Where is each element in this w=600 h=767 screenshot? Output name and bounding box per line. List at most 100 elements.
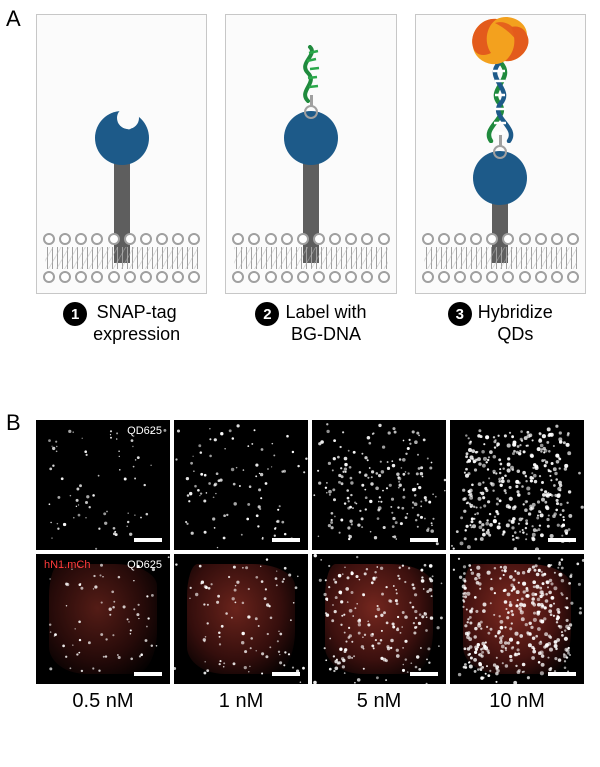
- lipid-row-bot: [232, 271, 389, 283]
- lipid-head-icon: [281, 233, 293, 245]
- lipid-head-icon: [75, 233, 87, 245]
- lipid-head-icon: [156, 233, 168, 245]
- step-2: 2 Label withBG-DNA: [225, 14, 396, 374]
- lipid-head-icon: [248, 271, 260, 283]
- conc-label: 1 nM: [174, 690, 308, 713]
- lipid-head-icon: [551, 271, 563, 283]
- step-3-text: HybridizeQDs: [478, 302, 553, 345]
- lipid-head-icon: [486, 233, 498, 245]
- lipid-head-icon: [535, 233, 547, 245]
- lipid-head-icon: [124, 271, 136, 283]
- merge-channel-cell: [174, 554, 308, 684]
- channel-label-qd: QD625: [125, 558, 164, 572]
- membrane: [232, 233, 389, 285]
- lipid-head-icon: [438, 233, 450, 245]
- scale-bar: [548, 672, 576, 676]
- lipid-tails: [45, 247, 198, 269]
- step-2-text: Label withBG-DNA: [285, 302, 366, 345]
- panel-b: QD625hN1.mChQD625 0.5 nM 1 nM 5 nM 10 nM: [36, 420, 584, 713]
- lipid-head-icon: [124, 233, 136, 245]
- lipid-head-icon: [361, 271, 373, 283]
- channel-label-qd: QD625: [125, 424, 164, 438]
- lipid-row-bot: [43, 271, 200, 283]
- lipid-head-icon: [232, 233, 244, 245]
- lipid-head-icon: [454, 271, 466, 283]
- lipid-head-icon: [422, 271, 434, 283]
- lipid-head-icon: [297, 271, 309, 283]
- lipid-head-icon: [188, 233, 200, 245]
- qd-speckles: [312, 420, 446, 550]
- scale-bar: [134, 672, 162, 676]
- lipid-head-icon: [486, 271, 498, 283]
- lipid-tails: [234, 247, 387, 269]
- conc-label: 10 nM: [450, 690, 584, 713]
- bg-ring-icon: [304, 105, 318, 119]
- qd-speckles: [36, 420, 170, 550]
- step-1-text: SNAP-tagexpression: [93, 302, 180, 345]
- step-2-label-row: 2 Label withBG-DNA: [225, 302, 396, 345]
- step-1-label-row: 1 SNAP-tagexpression: [36, 302, 207, 345]
- lipid-head-icon: [43, 271, 55, 283]
- qd-icon: [467, 11, 533, 71]
- lipid-head-icon: [454, 233, 466, 245]
- lipid-head-icon: [91, 271, 103, 283]
- lipid-head-icon: [378, 271, 390, 283]
- scale-bar: [272, 672, 300, 676]
- lipid-head-icon: [345, 233, 357, 245]
- snap-head: [284, 111, 338, 165]
- lipid-head-icon: [59, 271, 71, 283]
- ssdna-icon: [294, 45, 328, 103]
- lipid-head-icon: [567, 233, 579, 245]
- lipid-head-icon: [265, 233, 277, 245]
- lipid-head-icon: [535, 271, 547, 283]
- qd-channel-cell: [312, 420, 446, 550]
- lipid-head-icon: [265, 271, 277, 283]
- lipid-head-icon: [378, 233, 390, 245]
- lipid-row-top: [43, 233, 200, 245]
- conc-label: 0.5 nM: [36, 690, 170, 713]
- lipid-head-icon: [172, 233, 184, 245]
- figure-root: A 1 SNAP-tagexpression: [0, 0, 600, 767]
- panel-a: 1 SNAP-tagexpression: [36, 14, 586, 374]
- snap-head: [473, 151, 527, 205]
- lipid-head-icon: [281, 271, 293, 283]
- qd-channel-cell: [450, 420, 584, 550]
- lipid-head-icon: [59, 233, 71, 245]
- lipid-head-icon: [313, 233, 325, 245]
- bg-ring-icon: [493, 145, 507, 159]
- step-2-frame: [225, 14, 396, 294]
- step-3-label-row: 3 HybridizeQDs: [415, 302, 586, 345]
- panel-a-letter: A: [6, 6, 21, 32]
- scale-bar: [272, 538, 300, 542]
- lipid-head-icon: [502, 271, 514, 283]
- lipid-head-icon: [172, 271, 184, 283]
- lipid-head-icon: [519, 271, 531, 283]
- membrane: [43, 233, 200, 285]
- lipid-head-icon: [329, 233, 341, 245]
- step-1-frame: [36, 14, 207, 294]
- lipid-head-icon: [297, 233, 309, 245]
- lipid-head-icon: [108, 271, 120, 283]
- lipid-row-top: [422, 233, 579, 245]
- step-2-number: 2: [255, 302, 279, 326]
- lipid-head-icon: [470, 271, 482, 283]
- lipid-head-icon: [567, 271, 579, 283]
- conc-label: 5 nM: [312, 690, 446, 713]
- lipid-head-icon: [140, 233, 152, 245]
- merge-channel-cell: [312, 554, 446, 684]
- lipid-head-icon: [248, 233, 260, 245]
- qd-speckles: [36, 554, 170, 684]
- scale-bar: [410, 538, 438, 542]
- lipid-head-icon: [313, 271, 325, 283]
- lipid-head-icon: [91, 233, 103, 245]
- lipid-head-icon: [551, 233, 563, 245]
- merge-channel-cell: [450, 554, 584, 684]
- lipid-head-icon: [329, 271, 341, 283]
- lipid-head-icon: [108, 233, 120, 245]
- qd-channel-cell: [174, 420, 308, 550]
- lipid-head-icon: [438, 271, 450, 283]
- step-3-number: 3: [448, 302, 472, 326]
- lipid-head-icon: [361, 233, 373, 245]
- qd-speckles: [450, 554, 584, 684]
- lipid-head-icon: [519, 233, 531, 245]
